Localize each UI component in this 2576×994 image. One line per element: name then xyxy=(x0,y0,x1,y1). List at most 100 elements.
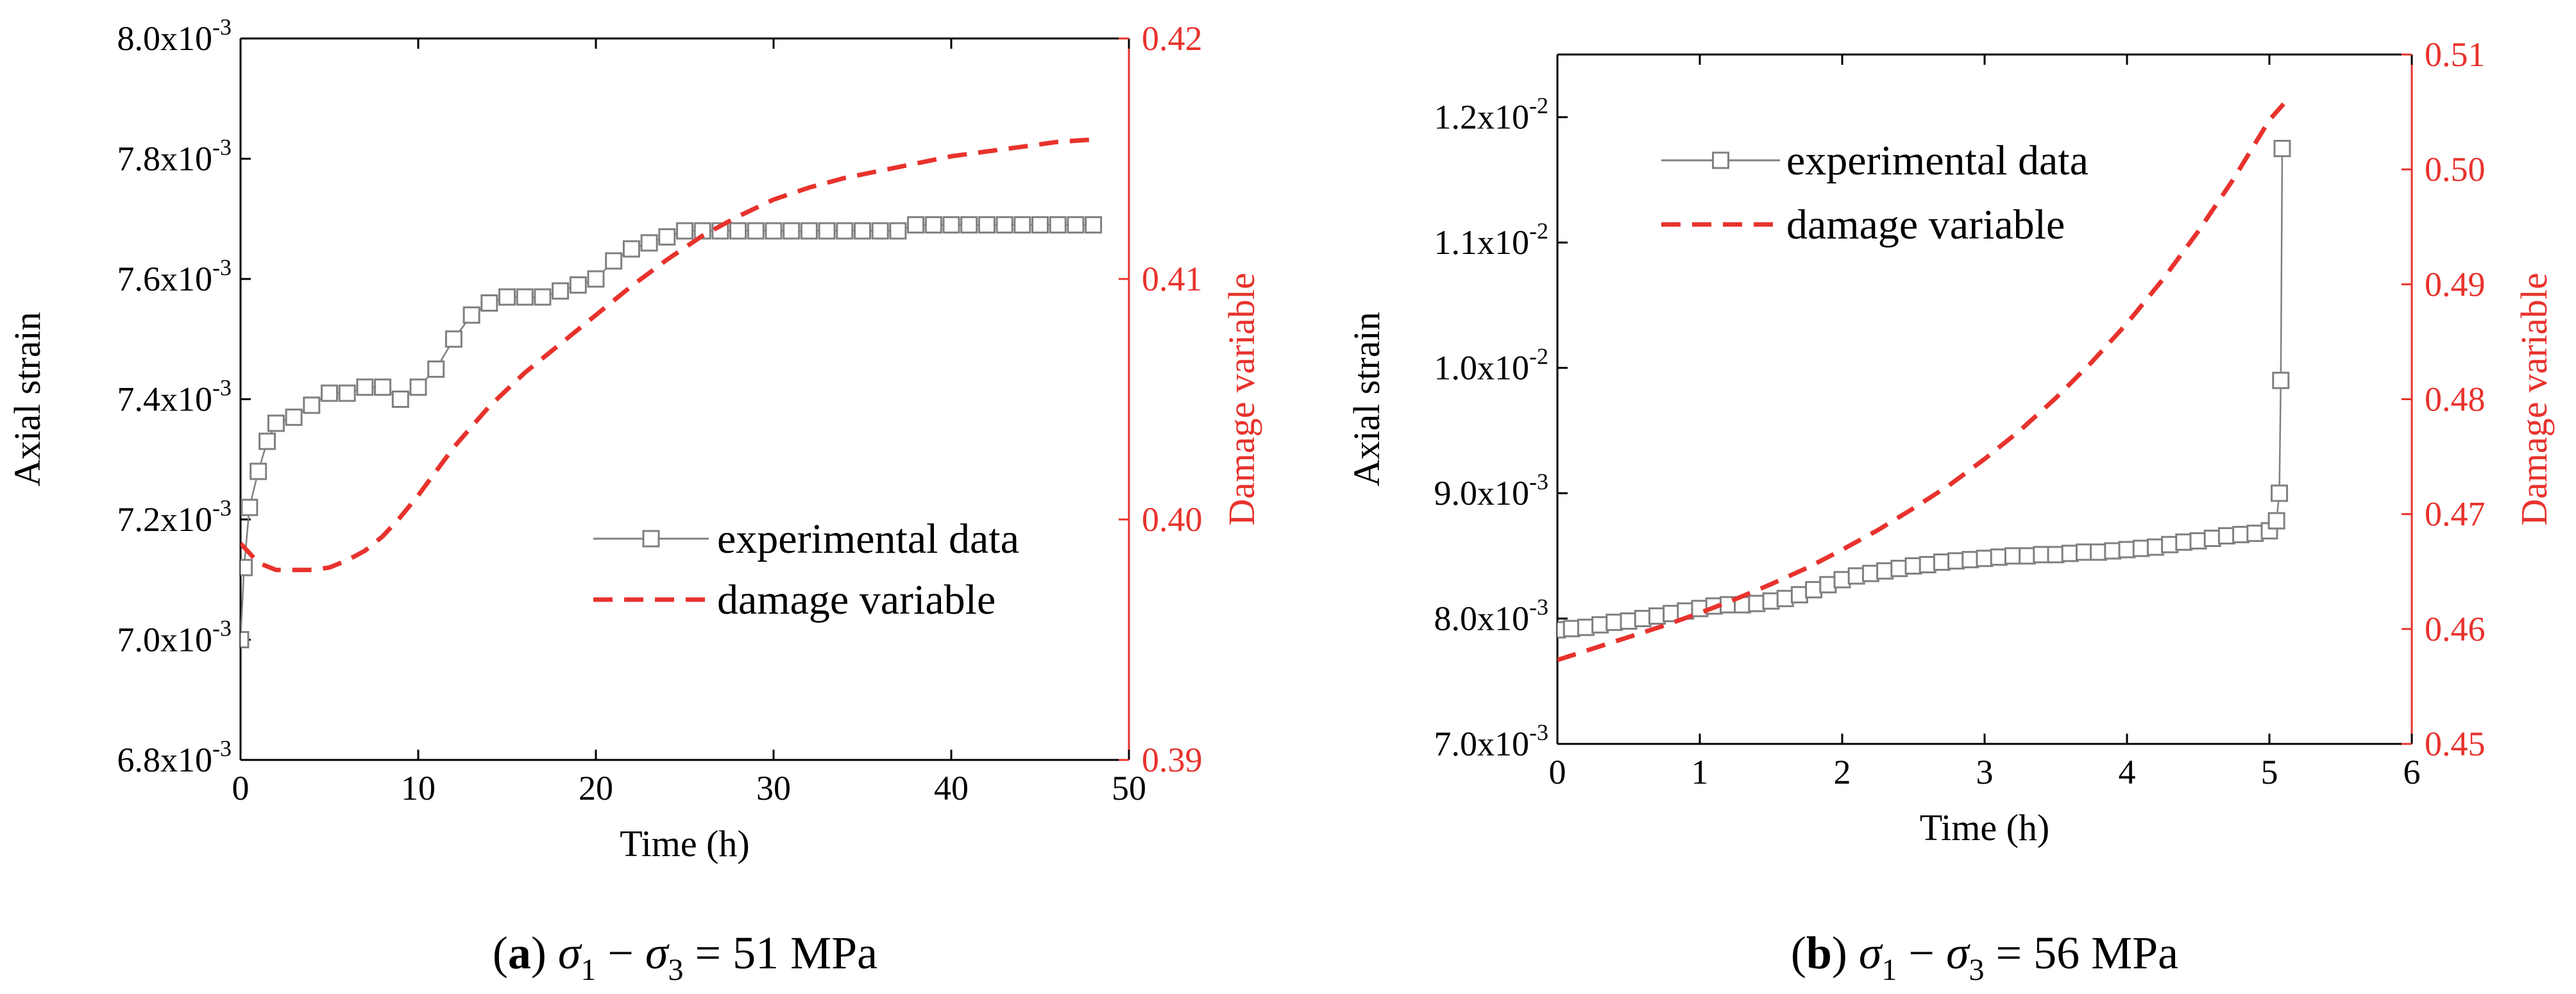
y-tick-label: 6.8x10-3 xyxy=(117,736,232,779)
data-point-marker xyxy=(409,378,427,396)
plot-area xyxy=(1557,102,2291,662)
legend-label: damage variable xyxy=(1786,201,2065,248)
data-point-marker xyxy=(747,222,765,240)
y-tick-exponent: -3 xyxy=(212,495,232,521)
caption-sigma-2: σ xyxy=(1946,927,1970,979)
caption-value: = 51 MPa xyxy=(683,927,877,979)
data-point-marker xyxy=(2246,525,2264,543)
caption-sub-3: 3 xyxy=(668,953,683,987)
y-tick-mantissa: 9.0x10 xyxy=(1434,474,1530,512)
data-point-marker xyxy=(2075,543,2093,561)
data-point-marker xyxy=(729,222,747,240)
data-point-marker xyxy=(942,216,960,234)
caption-sub-3: 3 xyxy=(1969,953,1985,987)
x-tick-label: 4 xyxy=(2119,753,2136,791)
data-point-marker xyxy=(907,216,925,234)
data-point-marker xyxy=(1049,216,1067,234)
y-tick-mantissa: 7.0x10 xyxy=(117,621,213,659)
data-point-marker xyxy=(356,378,374,396)
y-tick-exponent: -3 xyxy=(212,14,232,40)
data-point-marker xyxy=(241,631,250,648)
y-tick-exponent: -3 xyxy=(1529,594,1548,620)
y-tick-exponent: -2 xyxy=(1529,93,1548,119)
data-point-marker xyxy=(605,252,623,270)
data-point-marker xyxy=(836,222,854,240)
data-point-marker xyxy=(1904,557,1922,575)
data-point-marker xyxy=(258,432,276,450)
x-tick-label: 6 xyxy=(2403,753,2421,791)
data-point-marker xyxy=(1591,616,1609,634)
data-point-marker xyxy=(267,414,285,432)
y-tick-mantissa: 7.4x10 xyxy=(117,380,213,419)
caption-paren-open: ( xyxy=(493,927,508,979)
data-point-marker xyxy=(480,294,498,312)
data-point-marker xyxy=(765,222,783,240)
data-point-marker xyxy=(693,222,711,240)
data-point-marker xyxy=(303,396,321,414)
data-point-marker xyxy=(1876,562,1894,580)
caption-sigma-2: σ xyxy=(645,927,670,979)
y-tick-label: 1.1x10-2 xyxy=(1434,218,1549,262)
series-line-damage-variable xyxy=(1557,102,2285,662)
data-point-marker xyxy=(1919,556,1936,573)
data-point-marker xyxy=(2118,541,2136,559)
data-point-marker xyxy=(658,228,676,246)
y-tick-exponent: -3 xyxy=(1529,720,1548,745)
y2-tick-label: 0.49 xyxy=(2425,265,2486,303)
data-point-marker xyxy=(1085,216,1103,234)
y2-tick-label: 0.41 xyxy=(1142,260,1203,298)
data-point-marker xyxy=(1805,581,1823,599)
x-tick-label: 2 xyxy=(1834,753,1851,791)
data-point-marker xyxy=(960,216,978,234)
data-point-marker xyxy=(2267,512,2285,530)
y2-tick-label: 0.39 xyxy=(1142,741,1203,779)
data-point-marker xyxy=(622,240,640,258)
data-point-marker xyxy=(1620,612,1638,630)
data-point-marker xyxy=(445,330,462,348)
x-tick-label: 0 xyxy=(232,769,250,807)
y-tick-exponent: -3 xyxy=(212,375,232,401)
legend-label: experimental data xyxy=(717,516,1019,562)
y-tick-label: 7.8x10-3 xyxy=(117,135,232,178)
series-line-damage-variable xyxy=(241,137,1094,573)
data-point-marker xyxy=(783,222,801,240)
data-point-marker xyxy=(2004,547,2022,565)
y-tick-label: 1.0x10-2 xyxy=(1434,344,1549,387)
figure-caption: (a) σ1 − σ3 = 51 MPa xyxy=(493,927,877,987)
y-tick-exponent: -2 xyxy=(1529,218,1548,244)
y2-tick-label: 0.42 xyxy=(1142,19,1203,58)
data-point-marker xyxy=(2203,529,2221,547)
data-point-marker xyxy=(2090,543,2108,561)
plot-area xyxy=(241,137,1103,648)
data-point-marker xyxy=(676,222,693,240)
caption-paren-close: ) xyxy=(1832,927,1859,979)
data-point-marker xyxy=(1762,592,1780,610)
x-tick-label: 10 xyxy=(401,769,436,807)
data-point-marker xyxy=(1648,607,1666,625)
legend-label: damage variable xyxy=(717,577,996,623)
caption-sigma: σ xyxy=(558,927,582,979)
y-tick-label: 9.0x10-3 xyxy=(1434,469,1549,512)
caption-minus: − xyxy=(1897,927,1946,979)
y-tick-label: 8.0x10-3 xyxy=(1434,594,1549,638)
series-line-experimental-data xyxy=(241,224,1094,640)
x-tick-label: 30 xyxy=(756,769,791,807)
legend-label: experimental data xyxy=(1786,137,2089,184)
data-point-marker xyxy=(1748,594,1766,612)
y2-tick-label: 0.45 xyxy=(2425,725,2486,763)
caption-minus: − xyxy=(596,927,645,979)
data-point-marker xyxy=(552,282,570,300)
legend-swatch-marker xyxy=(1712,151,1729,169)
data-point-marker xyxy=(1557,621,1566,639)
data-point-marker xyxy=(2061,544,2079,562)
data-point-marker xyxy=(1833,571,1851,589)
caption-sub-1: 1 xyxy=(1881,953,1897,987)
data-point-marker xyxy=(854,222,871,240)
y-tick-exponent: -3 xyxy=(212,616,232,641)
y-tick-mantissa: 7.2x10 xyxy=(117,500,213,539)
chart-a: 0 10 20 30 40 506.8x10-37.0x10-37.2x10-37.4x1… xyxy=(6,14,1262,987)
data-point-marker xyxy=(1990,548,2008,566)
data-point-marker xyxy=(1962,551,1979,569)
y-tick-mantissa: 7.6x10 xyxy=(117,260,213,298)
